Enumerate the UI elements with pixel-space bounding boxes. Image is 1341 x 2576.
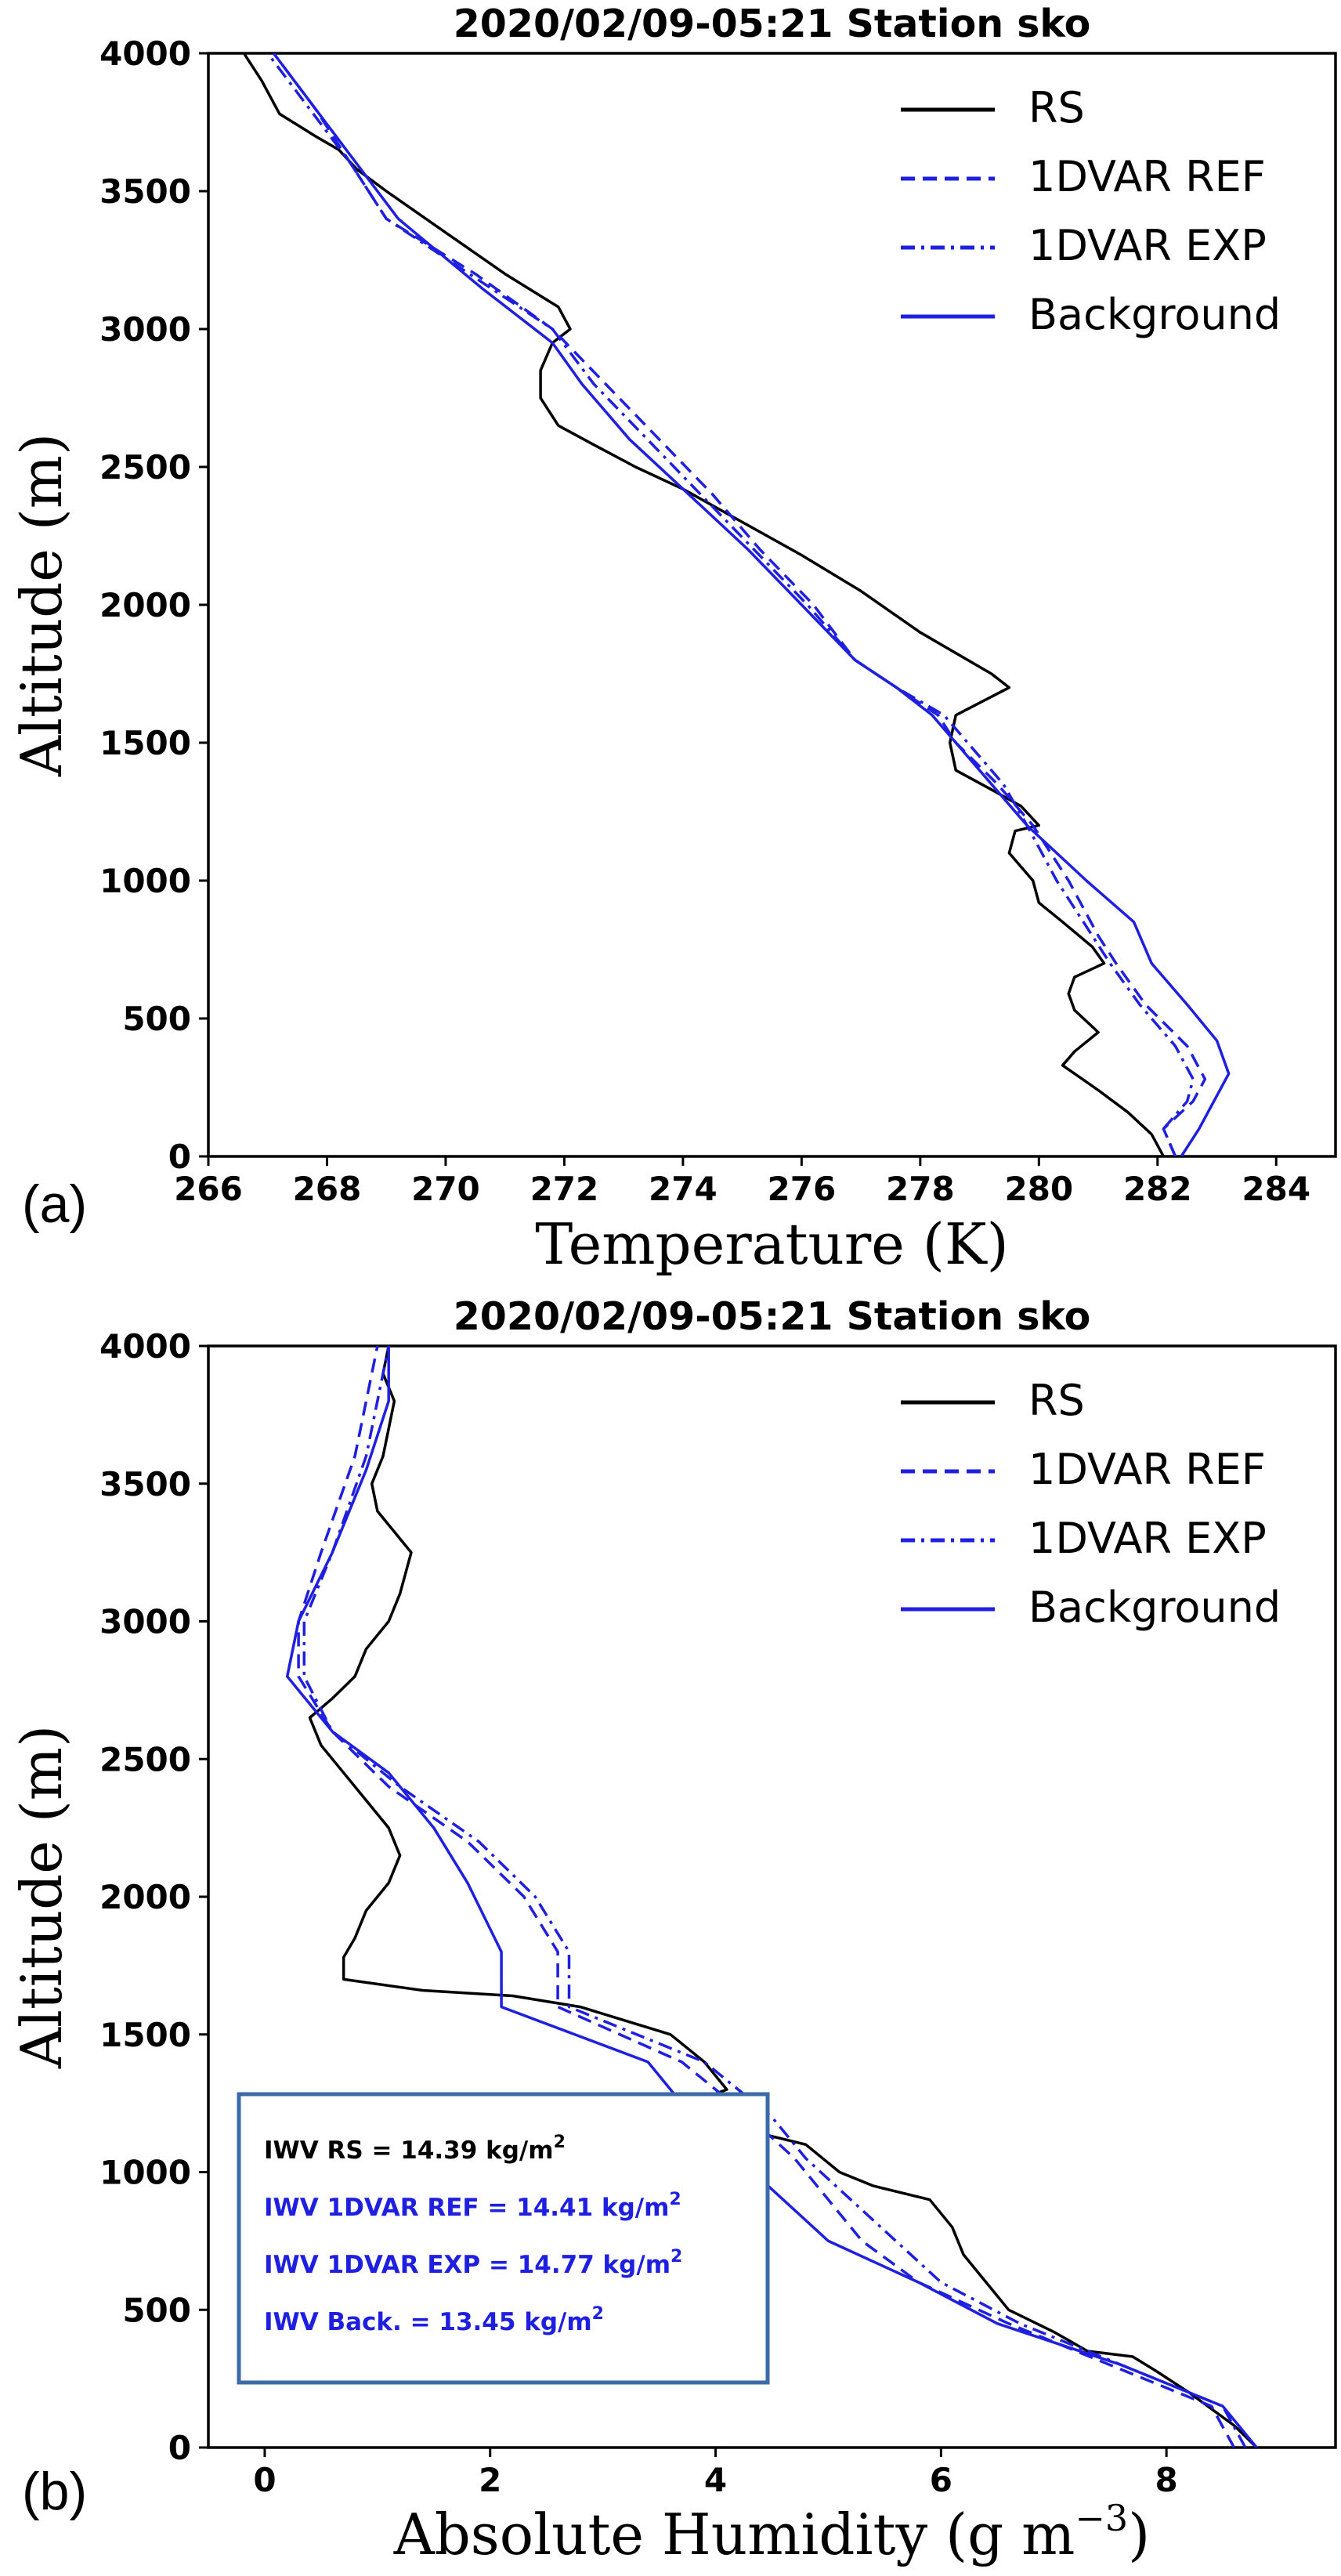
y-tick-label: 1500 xyxy=(99,2016,191,2054)
y-tick-label: 1500 xyxy=(99,724,191,762)
x-tick-label: 272 xyxy=(530,1170,599,1208)
series-line-background xyxy=(285,1346,1258,2448)
y-tick-label: 1000 xyxy=(99,862,191,900)
y-tick-label: 2000 xyxy=(99,586,191,624)
annotation-text: IWV Back. = 13.45 kg/m xyxy=(264,2308,592,2336)
legend-entry: 1DVAR REF xyxy=(1028,152,1266,201)
annotation-line: IWV Back. = 13.45 kg/m2 xyxy=(264,2304,604,2336)
panel-a: 2020/02/09-05:21 Station sko 266 268 270 272… xyxy=(9,2,1337,1277)
x-tick-label: 8 xyxy=(1155,2461,1178,2499)
legend: RS 1DVAR REF 1DVAR EXP Background xyxy=(901,83,1281,339)
x-tick-label: 274 xyxy=(649,1170,717,1208)
x-axis-label-text: Absolute Humidity xyxy=(393,2502,945,2567)
y-tick-label: 2500 xyxy=(99,1740,191,1778)
annotation-line: IWV RS = 14.39 kg/m2 xyxy=(264,2133,566,2165)
x-axis-label-exponent: −3 xyxy=(1075,2497,1128,2539)
plot-frame xyxy=(207,52,1337,1158)
x-tick-label: 280 xyxy=(1004,1170,1073,1208)
series-line-1dvar-ref xyxy=(272,53,1207,1156)
y-tick-label: 0 xyxy=(168,1138,191,1176)
annotation-line: IWV 1DVAR EXP = 14.77 kg/m2 xyxy=(264,2247,682,2279)
legend-entry: 1DVAR EXP xyxy=(1028,1514,1267,1563)
series-group xyxy=(242,53,1231,1156)
annotation-text: IWV 1DVAR REF = 14.41 kg/m xyxy=(264,2194,669,2222)
series-line-rs xyxy=(242,53,1165,1156)
y-axis-label: Altitude (m) xyxy=(9,1725,74,2069)
x-tick-label: 276 xyxy=(768,1170,837,1208)
x-tick-label: 268 xyxy=(293,1170,362,1208)
y-tick-label: 4000 xyxy=(99,1327,191,1366)
legend-entry: RS xyxy=(1028,83,1085,132)
series-line-1dvar-ref xyxy=(297,1346,1236,2448)
annotation-line: IWV 1DVAR REF = 14.41 kg/m2 xyxy=(264,2190,681,2222)
legend-entry: 1DVAR EXP xyxy=(1028,221,1267,270)
x-tick-label: 6 xyxy=(930,2461,952,2499)
x-tick-label: 282 xyxy=(1123,1170,1192,1208)
y-tick-label: 3500 xyxy=(99,1465,191,1503)
series-line-background xyxy=(272,53,1231,1156)
annotation-superscript: 2 xyxy=(592,2304,604,2324)
y-tick-label: 500 xyxy=(122,2291,191,2329)
x-tick-label: 284 xyxy=(1242,1170,1310,1208)
annotation-superscript: 2 xyxy=(670,2247,682,2267)
series-line-1dvar-exp xyxy=(302,1346,1247,2448)
y-tick-label: 3000 xyxy=(99,310,191,349)
annotation-superscript: 2 xyxy=(554,2133,566,2152)
series-line-rs xyxy=(308,1346,1258,2448)
panel-b: 2020/02/09-05:21 Station sko 0 2 4 6 8 0 500 100… xyxy=(9,1294,1337,2567)
x-tick-label: 278 xyxy=(886,1170,955,1208)
legend-entry: 1DVAR REF xyxy=(1028,1445,1266,1494)
x-tick-label: 4 xyxy=(704,2461,727,2499)
legend-entry: Background xyxy=(1028,1583,1281,1632)
x-axis-label-close: ) xyxy=(1128,2502,1150,2567)
x-axis-label: Temperature (K) xyxy=(535,1211,1009,1277)
chart-title: 2020/02/09-05:21 Station sko xyxy=(454,2,1091,46)
annotation-superscript: 2 xyxy=(669,2190,681,2209)
legend-entry: RS xyxy=(1028,1376,1085,1425)
x-tick-label: 266 xyxy=(174,1170,243,1208)
x-tick-label: 270 xyxy=(411,1170,480,1208)
annotation-text: IWV RS = 14.39 kg/m xyxy=(264,2136,554,2165)
y-axis-label: Altitude (m) xyxy=(9,433,74,777)
y-tick-label: 3500 xyxy=(99,172,191,211)
y-tick-label: 1000 xyxy=(99,2154,191,2192)
y-tick-label: 0 xyxy=(168,2429,191,2467)
annotation-frame xyxy=(237,2092,770,2385)
series-group xyxy=(285,1346,1258,2448)
panel-label: (a) xyxy=(22,1174,87,1234)
y-tick-label: 500 xyxy=(122,1000,191,1038)
panel-label: (b) xyxy=(22,2462,87,2521)
y-tick-label: 2500 xyxy=(99,448,191,487)
y-tick-label: 2000 xyxy=(99,1878,191,1916)
x-axis-label: Absolute Humidity (g m−3) xyxy=(393,2497,1151,2567)
y-tick-label: 3000 xyxy=(99,1603,191,1641)
series-line-1dvar-exp xyxy=(266,53,1195,1156)
x-axis-label-unit: (g m xyxy=(945,2502,1075,2567)
legend: RS 1DVAR REF 1DVAR EXP Background xyxy=(901,1376,1281,1632)
chart-title: 2020/02/09-05:21 Station sko xyxy=(454,1294,1091,1339)
x-tick-label: 0 xyxy=(253,2461,276,2499)
annotation-text: IWV 1DVAR EXP = 14.77 kg/m xyxy=(264,2251,670,2279)
legend-entry: Background xyxy=(1028,290,1281,339)
x-tick-label: 2 xyxy=(479,2461,501,2499)
y-tick-label: 4000 xyxy=(99,34,191,73)
